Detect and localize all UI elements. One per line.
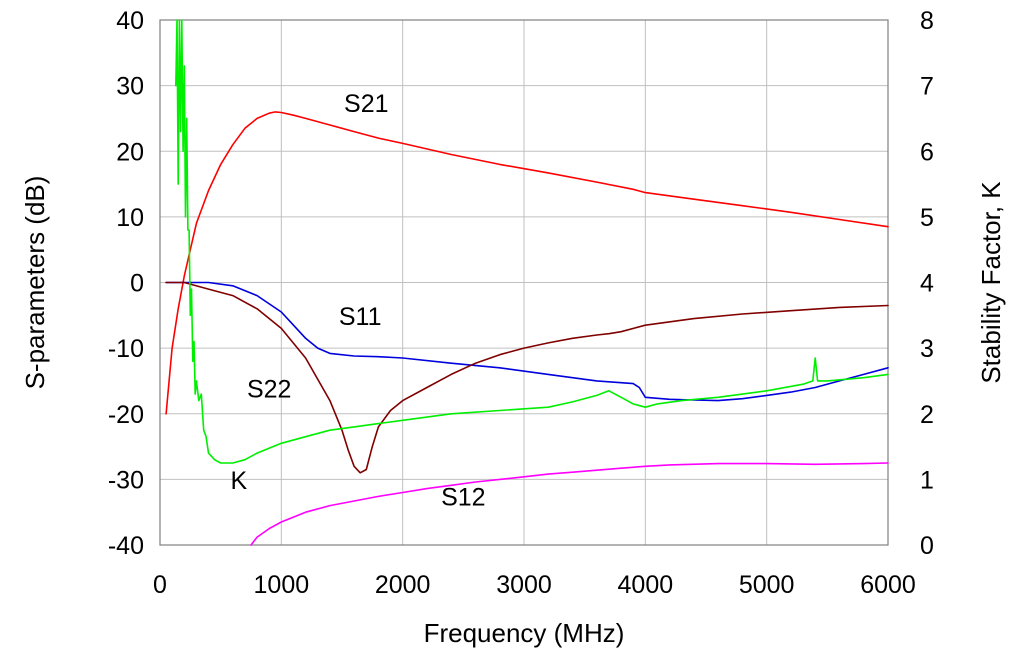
x-tick-label: 0 <box>153 571 167 599</box>
series-group <box>165 19 889 546</box>
y2-tick-label: 1 <box>920 466 934 494</box>
x-tick-label: 6000 <box>860 571 916 599</box>
y2-tick-label: 0 <box>920 532 934 560</box>
grid <box>159 19 889 546</box>
y2-tick-label: 5 <box>920 204 934 232</box>
y-tick-label: 0 <box>130 270 144 298</box>
y-tick-label: 20 <box>116 138 144 166</box>
x-tick-label: 4000 <box>618 571 674 599</box>
series-label-k: K <box>231 467 248 495</box>
x-tick-label: 3000 <box>496 571 552 599</box>
y-tick-label: -40 <box>108 532 144 560</box>
x-axis-title: Frequency (MHz) <box>424 618 625 648</box>
y2-axis-ticks: 0 1 2 3 4 5 6 7 8 <box>920 7 934 560</box>
y2-tick-label: 4 <box>920 270 934 298</box>
y2-tick-label: 8 <box>920 7 934 35</box>
x-axis-ticks: 0 1000 2000 3000 4000 5000 6000 <box>153 571 916 599</box>
x-tick-label: 2000 <box>375 571 431 599</box>
y-tick-label: -30 <box>108 466 144 494</box>
series-line-s11 <box>165 281 889 402</box>
y2-tick-label: 2 <box>920 401 934 429</box>
series-label-s11: S11 <box>339 303 382 331</box>
y2-tick-label: 3 <box>920 335 934 363</box>
series-label-s12: S12 <box>441 484 485 512</box>
plot-frame <box>159 19 889 546</box>
series-label-s21: S21 <box>344 90 388 118</box>
y-axis-ticks: -40 -30 -20 -10 0 10 20 30 40 <box>108 7 144 560</box>
series-line-s12 <box>250 462 889 546</box>
y-tick-label: -20 <box>108 401 144 429</box>
x-tick-label: 1000 <box>254 571 310 599</box>
y-tick-label: 30 <box>116 73 144 101</box>
x-tick-label: 5000 <box>739 571 795 599</box>
series-label-s22: S22 <box>247 375 291 403</box>
series-line-s22 <box>165 281 889 474</box>
y-tick-label: -10 <box>108 335 144 363</box>
series-line-k <box>175 19 889 464</box>
y-tick-label: 10 <box>116 204 144 232</box>
y2-axis-title: Stability Factor, K <box>976 181 1006 384</box>
series-line-s21 <box>165 111 889 415</box>
y2-tick-label: 7 <box>920 73 934 101</box>
y-tick-label: 40 <box>116 7 144 35</box>
y2-tick-label: 6 <box>920 138 934 166</box>
y-axis-title: S-parameters (dB) <box>20 176 50 390</box>
series-labels: S21 S11 S22 K S12 <box>231 90 486 512</box>
